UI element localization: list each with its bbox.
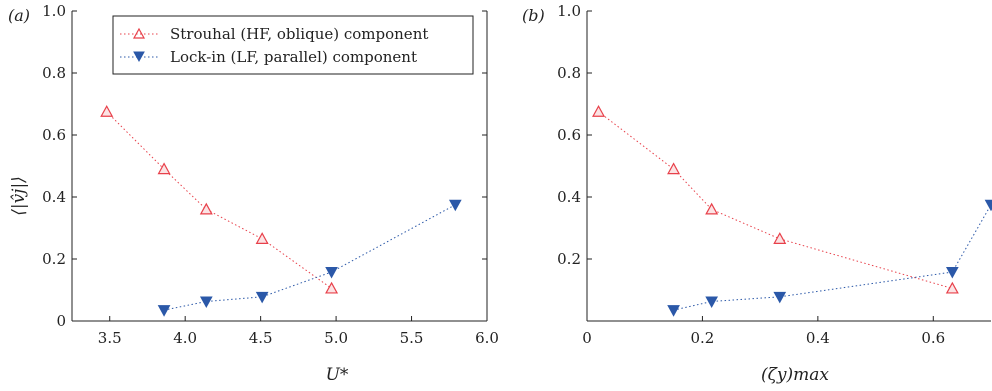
y-tick-label: 1.0 — [557, 2, 581, 20]
data-point-strouhal — [705, 202, 719, 215]
data-point-lockin — [667, 305, 680, 317]
x-tick-label: 4.0 — [173, 329, 197, 347]
series-line-0 — [106, 111, 332, 289]
y-tick-label: 1.0 — [42, 2, 66, 20]
legend: Strouhal (HF, oblique) component Lock-in… — [112, 15, 474, 75]
panel-a-label: (a) — [8, 6, 30, 25]
axes-b: 0.2 0.4 0.6 0.8 1.0 0 0.2 0.4 0.6 — [557, 2, 992, 347]
data-point-strouhal — [157, 162, 171, 175]
y-tick-label: 0.4 — [557, 188, 581, 206]
panel-b: (b) (ζy)max 0.2 0.4 0.6 0.8 1.0 0 0.2 0.4 0.6 — [522, 2, 992, 385]
x-tick-label: 5.5 — [400, 329, 424, 347]
x-axis-label: (ζy)max — [761, 365, 829, 385]
data-point-lockin — [157, 305, 171, 317]
y-axis-label: ⟨|v̂j|⟩ — [9, 176, 29, 216]
x-tick-label: 5.0 — [324, 329, 348, 347]
data-point-lockin — [325, 267, 338, 279]
y-tick-label: 0.8 — [42, 64, 66, 82]
panel-b-label: (b) — [522, 6, 545, 25]
x-tick-label: 3.5 — [98, 329, 122, 347]
legend-label-lockin: Lock-in (LF, parallel) component — [170, 48, 417, 66]
y-tick-label: 0.8 — [557, 64, 581, 82]
legend-box — [112, 15, 474, 75]
series-line-1 — [163, 204, 456, 311]
x-axis-label: U* — [326, 365, 349, 385]
data-point-strouhal — [100, 105, 114, 117]
legend-marker-strouhal — [132, 27, 146, 39]
legend-marker-lockin — [133, 51, 145, 63]
data-point-strouhal — [255, 232, 269, 244]
y-tick-label: 0.6 — [42, 126, 66, 144]
data-point-lockin — [448, 199, 462, 212]
x-tick-label: 0.6 — [921, 329, 945, 347]
legend-label-strouhal: Strouhal (HF, oblique) component — [170, 25, 428, 43]
data-point-lockin — [705, 296, 719, 309]
axes-a: 0 0.2 0.4 0.6 0.8 1.0 3.5 4.0 4.5 5.0 5.5 6.0 — [42, 2, 499, 347]
data-point-lockin — [773, 291, 787, 304]
y-tick-label: 0 — [56, 312, 66, 330]
data-point-strouhal — [592, 105, 606, 117]
x-tick-label: 4.5 — [249, 329, 273, 347]
series-line-1 — [673, 204, 992, 311]
series-line-0 — [598, 111, 953, 289]
data-point-strouhal — [667, 162, 681, 175]
data-point-strouhal — [773, 232, 787, 244]
data-point-strouhal — [199, 202, 213, 215]
data-point-lockin — [255, 291, 269, 304]
x-tick-label: 0.4 — [806, 329, 830, 347]
x-tick-label: 0.2 — [690, 329, 714, 347]
y-tick-label: 0.2 — [42, 250, 66, 268]
data-point-lockin — [199, 296, 213, 309]
data-point-strouhal — [325, 281, 339, 294]
y-tick-label: 0.4 — [42, 188, 66, 206]
x-tick-label: 0 — [582, 329, 592, 347]
data-point-lockin — [945, 267, 959, 279]
x-tick-label: 6.0 — [475, 329, 499, 347]
y-tick-label: 0.6 — [557, 126, 581, 144]
data-point-strouhal — [945, 281, 959, 294]
panel-a: (a) ⟨|v̂j|⟩ U* 0 0.2 0.4 0.6 0.8 1.0 3.5 4.0 4.5… — [8, 2, 499, 385]
data-point-lockin — [984, 199, 992, 212]
y-tick-label: 0.2 — [557, 250, 581, 268]
